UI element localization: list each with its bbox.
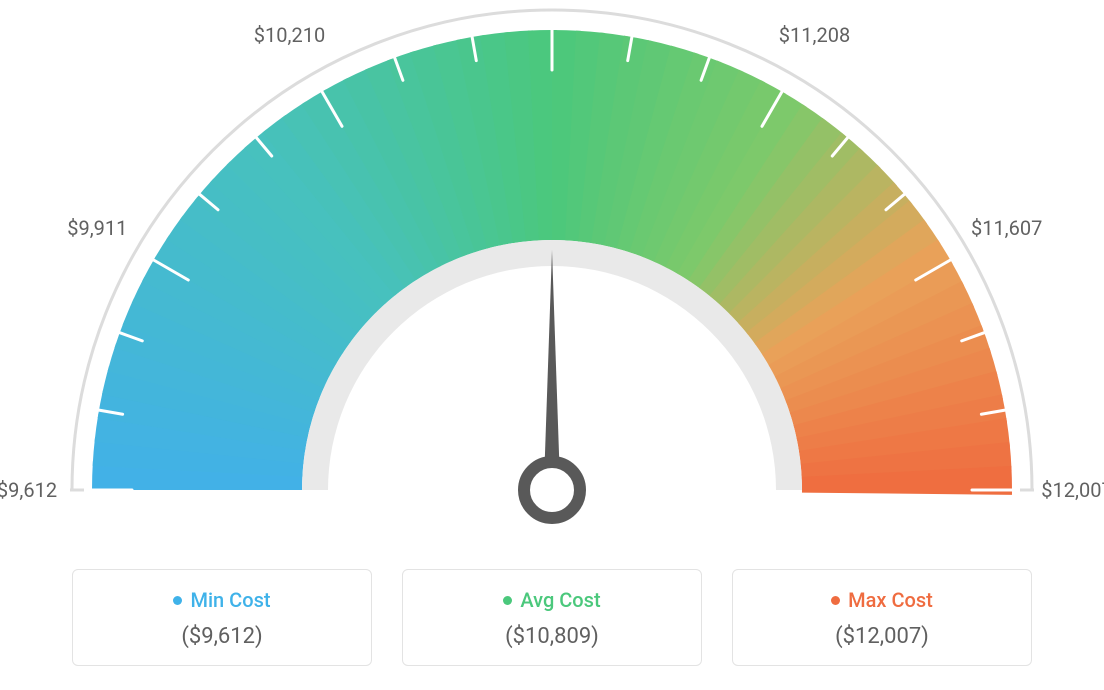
- legend-dot-max: [831, 596, 840, 605]
- legend-value-min: ($9,612): [83, 624, 361, 649]
- legend-card-min: Min Cost ($9,612): [72, 569, 372, 666]
- tick-label: $11,607: [971, 216, 1042, 240]
- legend-title-row: Min Cost: [83, 588, 361, 612]
- legend-title-max: Max Cost: [848, 588, 933, 612]
- legend-title-min: Min Cost: [190, 588, 270, 612]
- cost-gauge-chart: $9,612$9,911$10,210$10,809$11,208$11,607…: [0, 0, 1104, 690]
- tick-label: $9,612: [0, 478, 57, 502]
- tick-label: $10,210: [254, 23, 325, 47]
- legend-value-max: ($12,007): [743, 624, 1021, 649]
- gauge-area: $9,612$9,911$10,210$10,809$11,208$11,607…: [0, 0, 1104, 540]
- legend-title-row: Avg Cost: [413, 588, 691, 612]
- legend-dot-min: [173, 596, 182, 605]
- legend-card-max: Max Cost ($12,007): [732, 569, 1032, 666]
- tick-label: $11,208: [779, 23, 850, 47]
- legend-title-avg: Avg Cost: [520, 588, 600, 612]
- tick-label: $9,911: [67, 216, 127, 240]
- legend-value-avg: ($10,809): [413, 624, 691, 649]
- legend-card-avg: Avg Cost ($10,809): [402, 569, 702, 666]
- legend-row: Min Cost ($9,612) Avg Cost ($10,809) Max…: [0, 569, 1104, 666]
- tick-label: $12,007: [1041, 478, 1104, 502]
- gauge-svg: [0, 0, 1104, 560]
- legend-title-row: Max Cost: [743, 588, 1021, 612]
- legend-dot-avg: [503, 596, 512, 605]
